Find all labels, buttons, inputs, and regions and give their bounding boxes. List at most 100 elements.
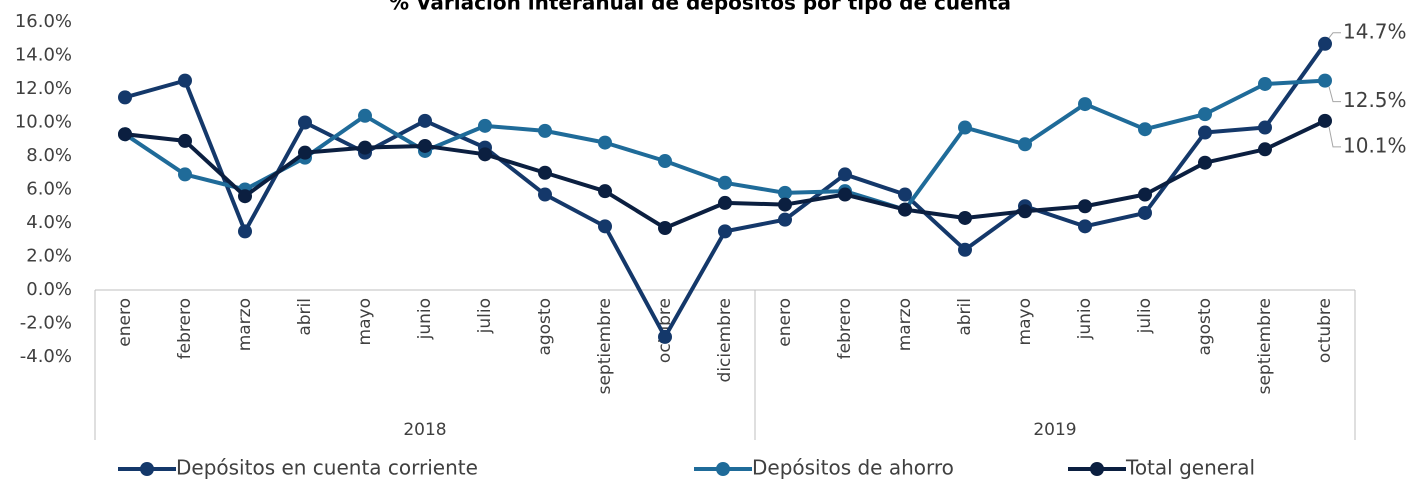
- point: [838, 187, 852, 202]
- group-label: 2019: [1033, 420, 1076, 440]
- leader-line: [1328, 86, 1341, 103]
- leader-line: [1328, 126, 1341, 148]
- point: [778, 197, 792, 212]
- x-tick-label: enero: [115, 298, 135, 347]
- x-tick-label: agosto: [535, 298, 555, 356]
- point: [958, 210, 972, 225]
- point: [358, 140, 372, 155]
- point: [1198, 107, 1212, 122]
- point: [1318, 113, 1332, 128]
- point: [958, 242, 972, 257]
- legend-marker: [140, 462, 154, 476]
- x-tick-label: enero: [775, 298, 795, 347]
- x-tick-label: julio: [1135, 298, 1155, 334]
- y-tick-label: 10.0%: [15, 112, 72, 133]
- y-tick-label: 4.0%: [26, 212, 72, 233]
- legend-label: Depósitos en cuenta corriente: [176, 456, 478, 480]
- point: [598, 184, 612, 199]
- point: [838, 167, 852, 182]
- y-tick-label: 12.0%: [15, 78, 72, 99]
- x-tick-label: septiembre: [595, 298, 615, 394]
- point: [1258, 120, 1272, 135]
- x-tick-label: febrero: [175, 298, 195, 359]
- point: [298, 115, 312, 130]
- point: [178, 167, 192, 182]
- point: [238, 224, 252, 239]
- x-tick-label: septiembre: [1255, 298, 1275, 394]
- y-tick-label: 16.0%: [15, 11, 72, 32]
- point: [778, 212, 792, 227]
- x-tick-label: mayo: [355, 298, 375, 345]
- point: [178, 133, 192, 148]
- point: [1258, 76, 1272, 91]
- data-label: 12.5%: [1343, 88, 1407, 112]
- point: [1078, 97, 1092, 112]
- x-tick-label: marzo: [235, 298, 255, 351]
- x-tick-label: julio: [475, 298, 495, 334]
- point: [598, 219, 612, 234]
- x-tick-label: octubre: [1315, 298, 1335, 363]
- y-tick-label: 0.0%: [26, 279, 72, 300]
- point: [1198, 155, 1212, 170]
- leader-line: [1328, 32, 1341, 39]
- point: [298, 145, 312, 160]
- point: [778, 185, 792, 200]
- y-tick-label: -2.0%: [20, 313, 72, 334]
- point: [658, 329, 672, 344]
- point: [718, 175, 732, 190]
- y-tick-label: -4.0%: [20, 346, 72, 367]
- point: [1078, 199, 1092, 214]
- point: [898, 187, 912, 202]
- point: [538, 187, 552, 202]
- point: [658, 154, 672, 169]
- point: [418, 113, 432, 128]
- point: [478, 118, 492, 133]
- point: [1018, 204, 1032, 219]
- y-tick-label: 2.0%: [26, 246, 72, 267]
- x-tick-label: mayo: [1015, 298, 1035, 345]
- chart-title: % Variación interanual de depósitos por …: [389, 0, 1011, 15]
- point: [658, 221, 672, 236]
- point: [478, 147, 492, 162]
- point: [598, 135, 612, 150]
- point: [958, 120, 972, 135]
- point: [1078, 219, 1092, 234]
- x-tick-label: marzo: [895, 298, 915, 351]
- point: [1138, 122, 1152, 137]
- data-label: 14.7%: [1343, 19, 1407, 43]
- legend-marker: [1090, 462, 1104, 476]
- point: [118, 127, 132, 142]
- data-label: 10.1%: [1343, 133, 1407, 157]
- point: [1258, 142, 1272, 157]
- legend-marker: [716, 462, 730, 476]
- x-tick-label: abril: [295, 298, 315, 336]
- group-label: 2018: [403, 420, 446, 440]
- x-tick-label: junio: [1075, 298, 1095, 340]
- point: [1318, 73, 1332, 88]
- x-tick-label: febrero: [835, 298, 855, 359]
- point: [238, 189, 252, 204]
- point: [1018, 137, 1032, 152]
- x-tick-label: junio: [415, 298, 435, 340]
- y-tick-label: 14.0%: [15, 45, 72, 66]
- x-tick-label: agosto: [1195, 298, 1215, 356]
- point: [118, 90, 132, 105]
- x-tick-label: abril: [955, 298, 975, 336]
- point: [1138, 205, 1152, 220]
- point: [898, 202, 912, 217]
- point: [178, 73, 192, 88]
- legend-label: Depósitos de ahorro: [752, 456, 954, 480]
- point: [1198, 125, 1212, 140]
- point: [1318, 36, 1332, 51]
- y-tick-label: 6.0%: [26, 179, 72, 200]
- point: [418, 138, 432, 153]
- point: [718, 224, 732, 239]
- y-tick-label: 8.0%: [26, 145, 72, 166]
- point: [1138, 187, 1152, 202]
- point: [358, 108, 372, 123]
- point: [538, 123, 552, 138]
- point: [538, 165, 552, 180]
- x-tick-label: diciembre: [715, 298, 735, 382]
- point: [718, 195, 732, 210]
